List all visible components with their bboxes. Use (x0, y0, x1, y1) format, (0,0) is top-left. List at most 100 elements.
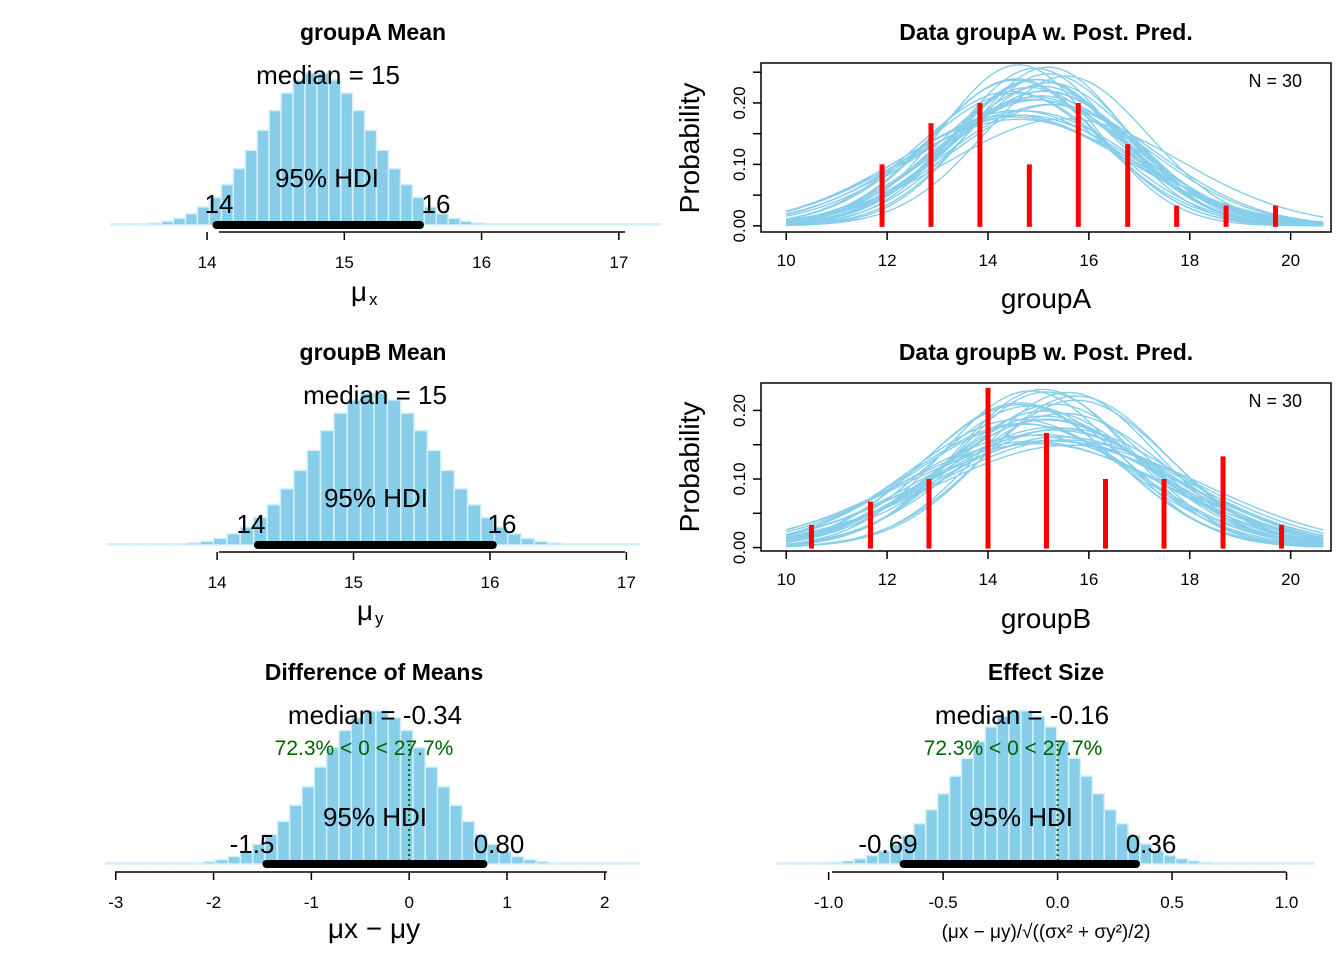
histogram-bar (212, 537, 228, 546)
x-tick-label: 16 (1079, 251, 1098, 270)
data-bar (1223, 205, 1229, 227)
histogram-bar (449, 804, 463, 865)
hdi-label: 95% HDI (323, 802, 427, 832)
histogram-bar (1020, 709, 1034, 865)
histogram-bar (627, 543, 641, 546)
data-bar (1273, 205, 1279, 227)
panel-groupA-postpred: Data groupA w. Post. Pred. 10 12 14 16 18 20 … (674, 19, 1332, 314)
data-bar (1174, 205, 1180, 227)
histogram-bar (256, 129, 270, 226)
x-tick-label: 15 (335, 253, 354, 272)
histogram-bar (399, 412, 415, 546)
histogram-bar (483, 223, 497, 226)
x-axis-label: groupA (1001, 283, 1092, 314)
x-tick-label: 15 (344, 573, 363, 592)
data-bars (879, 102, 1279, 227)
histogram-bars (107, 392, 641, 546)
histogram-bar (924, 808, 939, 865)
histogram-bar (306, 449, 322, 546)
predictive-curve (786, 103, 1324, 224)
hdi-low-label: -1.5 (230, 829, 275, 859)
histogram-bar (519, 223, 533, 226)
histogram-bar (600, 543, 616, 546)
histogram-bar (116, 862, 131, 865)
histogram-bar (1008, 709, 1022, 865)
histogram-bar (584, 862, 599, 865)
histogram-bar (333, 412, 349, 546)
histogram-bar (936, 792, 951, 865)
histogram-bar (447, 217, 461, 226)
predictive-curve (786, 78, 1324, 227)
histogram-bar (554, 223, 569, 226)
histogram-bar (533, 540, 549, 546)
histogram-bar (1198, 861, 1213, 865)
x-tick-label: 10 (777, 251, 796, 270)
data-bar (1026, 164, 1032, 227)
hdi-bar (253, 541, 497, 549)
histogram-bar (1246, 862, 1260, 865)
panel-groupB-mean: groupB Mean 14 15 16 17 median = 15 95% HDI… (107, 339, 641, 628)
histogram-bar (232, 167, 246, 226)
histogram-bar (1210, 862, 1225, 865)
data-bar (1279, 524, 1285, 549)
hdi-high-label: 16 (488, 509, 517, 539)
histogram-bar (399, 183, 414, 226)
histogram-bar (829, 861, 844, 865)
histogram-bar (184, 212, 199, 226)
predictive-curve (786, 440, 1324, 540)
histogram-bar (560, 543, 576, 546)
histogram-bar (794, 862, 808, 865)
histogram-bar (1234, 862, 1248, 865)
histogram-bar (202, 860, 217, 865)
hdi-bar (212, 221, 424, 229)
histogram-bar (119, 543, 135, 546)
median-label: median = 15 (256, 60, 400, 90)
data-bars (808, 387, 1285, 549)
x-tick-label: 2 (600, 893, 609, 912)
x-tick-label: 16 (472, 253, 491, 272)
histogram-bar (359, 392, 375, 546)
histogram-bar (495, 223, 509, 226)
histogram-bar (1079, 775, 1094, 865)
y-tick-label: 0.10 (730, 148, 749, 181)
histogram-bar (853, 858, 867, 865)
histogram-bar (292, 79, 306, 226)
x-axis-label-subscript: y (375, 609, 384, 628)
histogram-bar (190, 861, 205, 865)
predictive-curve (786, 405, 1324, 547)
predictive-curve (786, 89, 1324, 226)
predictive-curve (786, 418, 1324, 546)
x-axis-ticks: 14 15 16 17 (208, 552, 636, 592)
histogram-bar (387, 167, 402, 226)
histogram-bar (782, 862, 796, 865)
histogram-bar (148, 222, 163, 226)
data-bar (1125, 144, 1131, 227)
sample-size-label: N = 30 (1248, 391, 1302, 411)
histogram-bar (1103, 808, 1117, 865)
x-tick-label: 16 (1079, 570, 1098, 589)
hdi-label: 95% HDI (324, 483, 428, 513)
histogram-bar (178, 862, 192, 865)
histogram-bar (1174, 858, 1189, 865)
predictive-curve (786, 395, 1324, 548)
histogram-bar (633, 862, 640, 865)
x-tick-label: 17 (609, 253, 628, 272)
histogram-bar (159, 543, 175, 546)
histogram-bar (507, 223, 521, 226)
histogram-bar (199, 540, 215, 546)
histogram-bar (1258, 862, 1272, 865)
x-tick-label: 12 (878, 251, 897, 270)
x-axis-label: μx − μy (328, 913, 420, 944)
x-axis-label: (μx − μy)/√((σx² + σy²)/2) (942, 922, 1151, 943)
histogram-bar (316, 72, 330, 226)
data-bar (977, 102, 983, 227)
histogram-bar (459, 220, 473, 226)
histogram-bar (172, 543, 188, 546)
histogram-bar (547, 542, 562, 546)
data-bar (1044, 433, 1050, 549)
predictive-curve (786, 73, 1324, 226)
x-axis-label: μ (351, 276, 367, 307)
x-tick-label: 20 (1281, 570, 1300, 589)
histogram-bar (775, 862, 784, 865)
